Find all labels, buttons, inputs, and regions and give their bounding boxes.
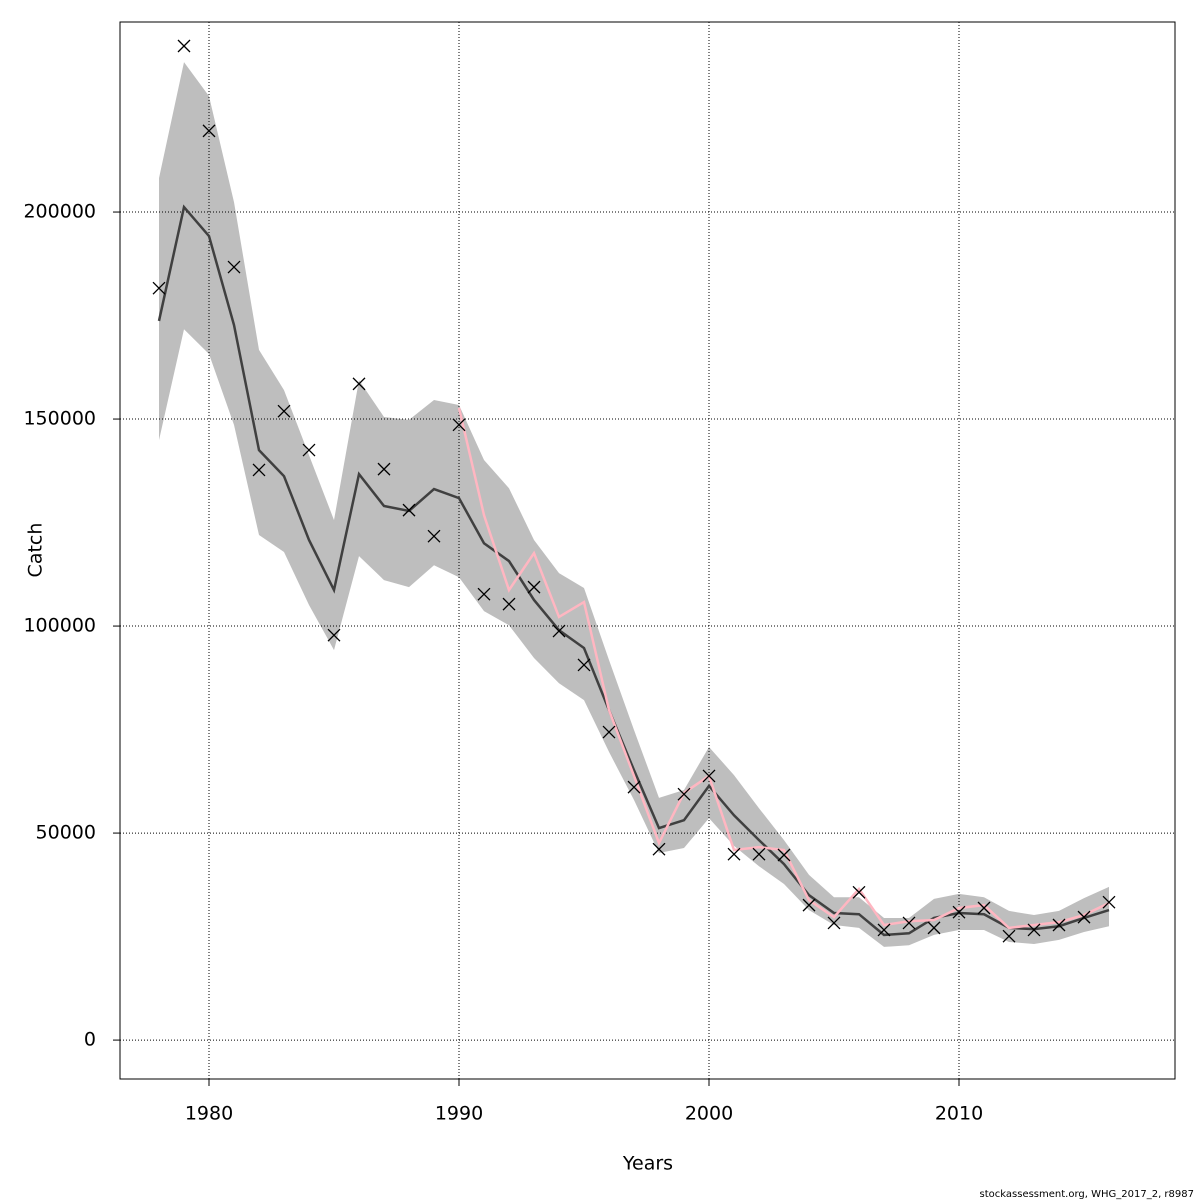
point-cross bbox=[427, 529, 441, 543]
point-cross bbox=[977, 901, 991, 915]
point-cross bbox=[827, 916, 841, 930]
point-cross bbox=[802, 898, 816, 912]
point-cross bbox=[1002, 929, 1016, 943]
plot-frame bbox=[119, 21, 1176, 1080]
point-cross bbox=[852, 885, 866, 899]
point-cross bbox=[902, 916, 916, 930]
x-tick-label: 1980 bbox=[185, 1103, 233, 1125]
point-cross bbox=[202, 124, 216, 138]
x-tick-label: 2000 bbox=[685, 1103, 733, 1125]
point-cross bbox=[252, 463, 266, 477]
point-cross bbox=[477, 587, 491, 601]
x-tick-label: 2010 bbox=[935, 1103, 983, 1125]
point-cross bbox=[752, 847, 766, 861]
point-cross bbox=[552, 624, 566, 638]
point-cross bbox=[152, 281, 166, 295]
point-cross bbox=[302, 443, 316, 457]
point-cross bbox=[402, 503, 416, 517]
point-cross bbox=[602, 725, 616, 739]
point-cross bbox=[502, 597, 516, 611]
point-cross bbox=[677, 787, 691, 801]
y-tick-label: 100000 bbox=[23, 615, 96, 637]
point-cross bbox=[527, 580, 541, 594]
point-cross bbox=[777, 848, 791, 862]
point-cross bbox=[1027, 923, 1041, 937]
point-cross bbox=[1052, 918, 1066, 932]
line bbox=[157, 204, 1110, 937]
y-tick-label: 50000 bbox=[36, 822, 96, 844]
confidence-band bbox=[159, 62, 1109, 947]
point-cross bbox=[352, 377, 366, 391]
point-cross bbox=[702, 769, 716, 783]
point-cross bbox=[377, 462, 391, 476]
y-tick-label: 0 bbox=[84, 1029, 96, 1051]
point-cross bbox=[652, 842, 666, 856]
x-tick-label: 1990 bbox=[435, 1103, 483, 1125]
x-axis-label: Years bbox=[622, 1153, 673, 1175]
y-tick-label: 200000 bbox=[23, 201, 96, 223]
point-cross bbox=[952, 905, 966, 919]
line bbox=[457, 407, 1110, 930]
point-cross bbox=[627, 780, 641, 794]
point-cross bbox=[1077, 910, 1091, 924]
footnote: stockassessment.org, WHG_2017_2, r8987 bbox=[980, 1189, 1194, 1200]
point-cross bbox=[327, 628, 341, 642]
point-cross bbox=[927, 921, 941, 935]
y-tick-label: 150000 bbox=[23, 408, 96, 430]
point-cross bbox=[452, 418, 466, 432]
point-cross bbox=[227, 260, 241, 274]
point-cross bbox=[277, 404, 291, 418]
point-cross bbox=[577, 658, 591, 672]
point-cross bbox=[1102, 895, 1116, 909]
point-cross bbox=[727, 847, 741, 861]
point-cross bbox=[177, 39, 191, 53]
y-axis-label: Catch bbox=[25, 523, 47, 578]
point-cross bbox=[877, 923, 891, 937]
